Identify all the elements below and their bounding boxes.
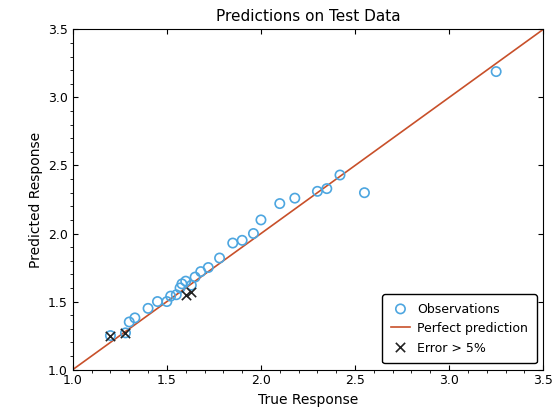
Point bbox=[256, 217, 265, 223]
Point bbox=[143, 305, 152, 312]
Point bbox=[125, 319, 134, 326]
Point bbox=[153, 298, 162, 305]
Point bbox=[215, 255, 224, 261]
Point bbox=[323, 185, 332, 192]
Point bbox=[166, 293, 175, 299]
Point bbox=[313, 188, 322, 195]
Title: Predictions on Test Data: Predictions on Test Data bbox=[216, 9, 400, 24]
Point bbox=[204, 264, 213, 271]
Point bbox=[276, 200, 284, 207]
Point bbox=[187, 282, 196, 289]
Point bbox=[360, 189, 369, 196]
Point bbox=[181, 278, 190, 284]
Point bbox=[121, 330, 130, 336]
Point bbox=[162, 298, 171, 305]
Point bbox=[492, 68, 501, 75]
Point bbox=[176, 285, 185, 291]
Point bbox=[196, 268, 205, 275]
Point bbox=[178, 281, 186, 287]
Point bbox=[335, 172, 344, 178]
Y-axis label: Predicted Response: Predicted Response bbox=[29, 131, 43, 268]
Point bbox=[187, 289, 196, 295]
Point bbox=[181, 291, 190, 298]
Point bbox=[228, 240, 237, 247]
Point bbox=[237, 237, 246, 244]
Point bbox=[172, 291, 181, 298]
Point bbox=[249, 230, 258, 237]
Legend: Observations, Perfect prediction, Error > 5%: Observations, Perfect prediction, Error … bbox=[382, 294, 537, 363]
Point bbox=[106, 332, 115, 339]
Point bbox=[121, 330, 130, 336]
Point bbox=[290, 195, 299, 202]
Point bbox=[106, 332, 115, 339]
X-axis label: True Response: True Response bbox=[258, 393, 358, 407]
Point bbox=[190, 274, 199, 281]
Point bbox=[130, 315, 139, 321]
